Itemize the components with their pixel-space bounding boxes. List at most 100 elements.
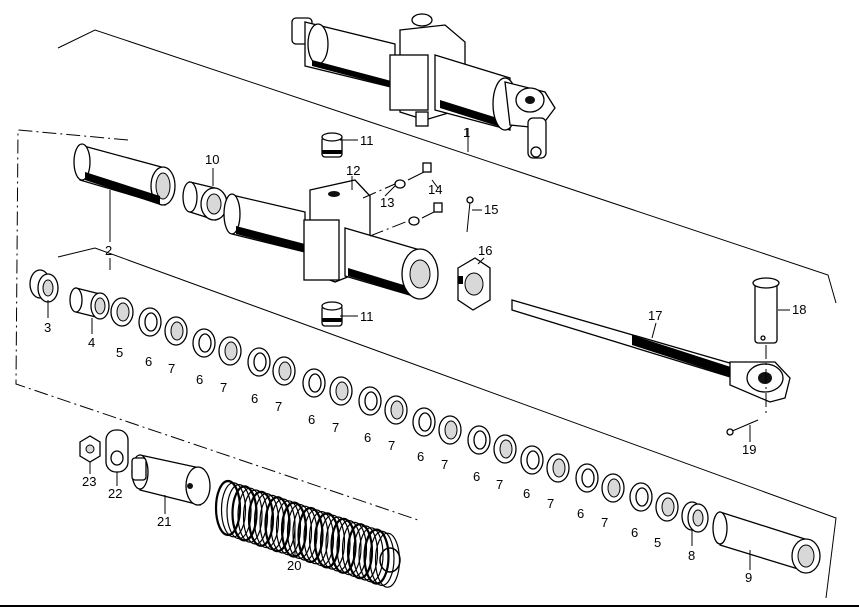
seal-ring-bore xyxy=(418,412,432,432)
spring-coil xyxy=(352,525,379,581)
label-part-6: 6 xyxy=(417,449,424,464)
outer-tube-part xyxy=(712,511,821,574)
label-part-4: 4 xyxy=(88,335,95,350)
label-part-22: 22 xyxy=(108,486,122,501)
grease-nipple-bottom-part xyxy=(321,301,343,327)
spring-retainer-part xyxy=(131,454,211,506)
spring-coil xyxy=(286,503,313,560)
label-part-5-right: 5 xyxy=(654,535,661,550)
spring-coil xyxy=(264,496,291,553)
label-part-3: 3 xyxy=(44,320,51,335)
seal-ring-bore xyxy=(364,391,378,411)
label-part-13: 13 xyxy=(380,195,394,210)
seal-ring-bore xyxy=(581,468,595,488)
label-part-6: 6 xyxy=(251,391,258,406)
label-part-5-left: 5 xyxy=(116,345,123,360)
seal-ring-bore xyxy=(278,361,292,381)
spring-end xyxy=(379,547,401,573)
label-part-7: 7 xyxy=(275,399,282,414)
label-part-16: 16 xyxy=(478,243,492,258)
guide-ring-part xyxy=(69,287,110,320)
label-part-6: 6 xyxy=(577,506,584,521)
coil-spring-part xyxy=(214,479,401,588)
spring-coil xyxy=(247,490,275,547)
seal-ring-bore xyxy=(552,458,566,478)
bushing-part xyxy=(182,181,228,221)
cylinder-body-part xyxy=(223,179,439,300)
spring-coil xyxy=(237,487,263,543)
piston-rod-part xyxy=(511,299,791,403)
spring-coil xyxy=(280,501,308,558)
label-part-6: 6 xyxy=(473,469,480,484)
label-part-11-top: 11 xyxy=(360,133,374,148)
label-part-7: 7 xyxy=(168,361,175,376)
label-part-17: 17 xyxy=(648,308,662,323)
seal-ring-series xyxy=(110,297,679,522)
split-pin-part xyxy=(466,196,474,233)
label-part-9: 9 xyxy=(745,570,752,585)
label-part-15: 15 xyxy=(484,202,498,217)
label-part-7: 7 xyxy=(332,420,339,435)
label-part-1: 1 xyxy=(463,125,470,140)
label-part-14: 14 xyxy=(428,182,442,197)
label-part-7: 7 xyxy=(441,457,448,472)
label-part-6: 6 xyxy=(364,430,371,445)
seal-ring-bore xyxy=(116,302,130,322)
seal-ring-bore xyxy=(635,487,649,507)
spring-coil xyxy=(369,530,395,587)
seal-ring-bore xyxy=(526,450,540,470)
seal-ring-bore xyxy=(253,352,267,372)
spring-coil xyxy=(297,506,324,564)
label-part-11-bottom: 11 xyxy=(360,309,374,324)
spring-coil xyxy=(313,512,341,569)
label-part-7: 7 xyxy=(496,477,503,492)
spring-coil xyxy=(336,519,362,576)
label-part-20: 20 xyxy=(287,558,301,573)
spring-coil xyxy=(303,509,329,565)
seal-ring-bore xyxy=(224,341,238,361)
spring-coil xyxy=(214,479,242,537)
label-part-23: 23 xyxy=(82,474,96,489)
cotter-pin-part xyxy=(726,345,767,436)
spring-coil xyxy=(231,485,258,542)
grease-nipple-top-part xyxy=(321,132,343,158)
spring-coil xyxy=(330,517,357,574)
label-part-2: 2 xyxy=(105,243,112,258)
sleeve-part xyxy=(73,143,176,206)
castle-nut-part xyxy=(457,257,491,311)
spring-coil xyxy=(363,528,390,585)
label-part-8: 8 xyxy=(688,548,695,563)
frame-lines xyxy=(0,29,859,607)
seal-ring-bore xyxy=(499,439,513,459)
part-labels: 1 2 3 4 5 6 7 6 7 6 7 6 7 6 7 6 7 6 7 6 … xyxy=(44,125,806,585)
locknut-part xyxy=(79,435,101,463)
threaded-plug-part xyxy=(29,269,59,303)
spring-coil xyxy=(319,514,346,570)
label-part-10: 10 xyxy=(205,152,219,167)
spring-coil xyxy=(253,492,280,549)
seal-ring-bore xyxy=(198,333,212,353)
assembled-cylinder-part xyxy=(291,13,556,159)
label-part-7: 7 xyxy=(547,496,554,511)
end-bushing-part xyxy=(681,501,709,533)
label-part-6: 6 xyxy=(631,525,638,540)
seal-ring-bore xyxy=(661,497,675,517)
seal-ring-bore xyxy=(308,373,322,393)
pivot-pin-part xyxy=(752,277,780,344)
seal-ring-bore xyxy=(390,400,404,420)
screws-washers-part xyxy=(362,162,443,237)
seal-ring-bore xyxy=(607,478,621,498)
label-part-7: 7 xyxy=(388,438,395,453)
label-part-6: 6 xyxy=(523,486,530,501)
leader-lines xyxy=(47,128,790,570)
spring-coil xyxy=(220,482,247,538)
seal-ring-bore xyxy=(444,420,458,440)
seal-ring-bore xyxy=(473,430,487,450)
label-part-18: 18 xyxy=(792,302,806,317)
seal-ring-bore xyxy=(144,312,158,332)
label-part-6: 6 xyxy=(308,412,315,427)
lock-plate-part xyxy=(105,429,129,473)
label-part-19: 19 xyxy=(742,442,756,457)
label-part-6: 6 xyxy=(145,354,152,369)
